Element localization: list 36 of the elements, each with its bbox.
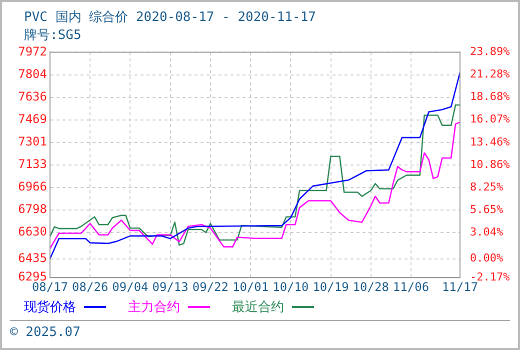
y2-tick-label: 8.25% (470, 180, 504, 194)
y-tick-label: 6630 (18, 224, 47, 239)
y-tick-label: 6798 (18, 202, 47, 216)
chart-subtitle: 牌号:SG5 (24, 27, 82, 44)
chart-title: PVC 国内 综合价 2020-08-17 - 2020-11-17 (24, 9, 316, 26)
y2-tick-label: 0.00% (470, 252, 504, 265)
x-tick-label: 09/22 (192, 280, 228, 294)
y-tick-label: 6966 (18, 180, 47, 194)
y-tick-label: 7469 (18, 112, 47, 126)
y-tick-label: 6435 (18, 250, 47, 265)
y-tick-label: 7972 (18, 44, 47, 58)
x-tick-label: 09/13 (152, 280, 188, 294)
y-tick-label: 7636 (18, 89, 47, 104)
y-tick-label: 7133 (18, 157, 47, 172)
y2-tick-label: 13.46% (470, 135, 510, 148)
legend-label: 主力合约 (128, 300, 180, 315)
x-tick-label: 11/06 (392, 280, 430, 294)
x-tick-label: 10/28 (352, 280, 389, 294)
y2-tick-label: 18.68% (470, 90, 510, 104)
x-tick-label: 09/04 (112, 280, 148, 294)
x-tick-label: 08/26 (72, 280, 108, 294)
x-tick-label: 10/19 (312, 280, 349, 294)
legend-label: 最近合约 (232, 300, 284, 315)
legend-label: 现货价格 (24, 300, 76, 315)
y-tick-label: 7301 (18, 134, 47, 149)
y2-tick-label: 21.28% (470, 68, 510, 81)
y2-tick-label: 23.89% (470, 45, 510, 58)
y2-tick-label: 16.07% (470, 112, 510, 126)
x-tick-label: 10/10 (272, 280, 309, 294)
y2-tick-label: 3.04% (470, 225, 504, 238)
x-tick-label: 10/01 (232, 280, 269, 294)
y2-tick-label: 10.86% (470, 158, 510, 171)
y-tick-label: 7804 (18, 66, 47, 81)
text: © 2025.07 (10, 320, 510, 340)
y2-tick-label: 5.65% (470, 202, 504, 216)
x-tick-label: 08/17 (32, 280, 68, 294)
